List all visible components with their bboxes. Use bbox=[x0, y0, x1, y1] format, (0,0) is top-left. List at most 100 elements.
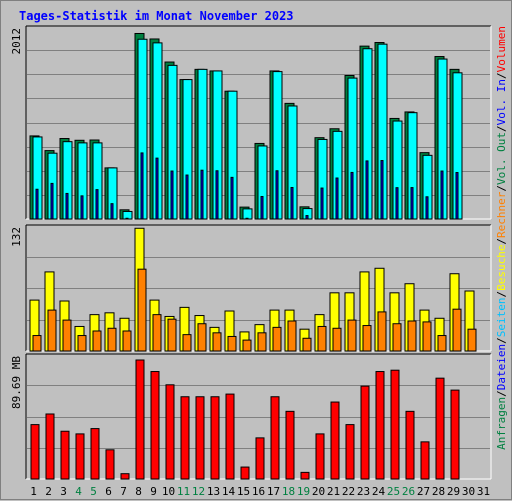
day-label-7: 7 bbox=[120, 485, 127, 498]
legend-item-4: Seiten bbox=[495, 298, 508, 338]
bottom-chart-max-label: 89.69 MB bbox=[10, 356, 23, 409]
volume-bar-day-29 bbox=[450, 389, 460, 480]
day-label-23: 23 bbox=[357, 485, 370, 498]
pages-bar-day-23 bbox=[365, 160, 369, 220]
volume-bar-day-22 bbox=[345, 424, 355, 480]
day-label-4: 4 bbox=[75, 485, 82, 498]
day-label-17: 17 bbox=[267, 485, 280, 498]
day-label-10: 10 bbox=[162, 485, 175, 498]
day-label-14: 14 bbox=[222, 485, 236, 498]
volume-bar-day-25 bbox=[390, 369, 400, 480]
volume-bar-day-6 bbox=[105, 449, 115, 480]
volume-bar-day-12 bbox=[195, 396, 205, 480]
pages-bar-day-15 bbox=[245, 217, 249, 220]
sites-bar-day-28 bbox=[437, 335, 447, 352]
day-label-31: 31 bbox=[477, 485, 490, 498]
volume-bar-day-10 bbox=[165, 384, 175, 480]
legend-item-8: Rechner bbox=[495, 191, 508, 238]
day-label-3: 3 bbox=[60, 485, 67, 498]
sites-bar-day-19 bbox=[302, 337, 312, 352]
day-label-22: 22 bbox=[342, 485, 355, 498]
day-label-5: 5 bbox=[90, 485, 97, 498]
pages-bar-day-22 bbox=[350, 171, 354, 220]
legend-item-14: Volumen bbox=[495, 26, 508, 72]
legend-item-13: / bbox=[495, 72, 508, 79]
day-label-11: 11 bbox=[177, 485, 190, 498]
day-label-25: 25 bbox=[387, 485, 400, 498]
pages-bar-day-8 bbox=[140, 152, 144, 220]
day-label-6: 6 bbox=[105, 485, 112, 498]
legend-item-2: Dateien bbox=[495, 344, 508, 390]
sites-bar-day-15 bbox=[242, 339, 252, 352]
legend-item-6: Besuche bbox=[495, 245, 508, 291]
sites-bar-day-21 bbox=[332, 327, 342, 352]
pages-bar-day-7 bbox=[125, 217, 129, 220]
day-label-26: 26 bbox=[402, 485, 415, 498]
day-label-13: 13 bbox=[207, 485, 220, 498]
pages-bar-day-27 bbox=[425, 196, 429, 220]
sites-bar-day-25 bbox=[392, 323, 402, 352]
sites-bar-day-7 bbox=[122, 330, 132, 352]
legend-item-5: / bbox=[495, 291, 508, 298]
pages-bar-day-28 bbox=[440, 170, 444, 220]
legend-item-11: / bbox=[495, 125, 508, 132]
volume-bar-day-20 bbox=[315, 433, 325, 480]
legend-item-9: / bbox=[495, 185, 508, 192]
sites-bar-day-18 bbox=[287, 320, 297, 352]
sites-bar-day-4 bbox=[77, 335, 87, 352]
sites-bar-day-11 bbox=[182, 334, 192, 352]
sites-bar-day-20 bbox=[317, 325, 327, 352]
sites-bar-day-1 bbox=[32, 335, 42, 352]
day-label-24: 24 bbox=[372, 485, 386, 498]
top-chart-max-label: 2012 bbox=[10, 28, 23, 55]
pages-bar-day-2 bbox=[50, 182, 54, 220]
pages-bar-day-13 bbox=[215, 170, 219, 220]
chart-title: Tages-Statistik im Monat November 2023 bbox=[19, 9, 294, 23]
day-label-19: 19 bbox=[297, 485, 310, 498]
pages-bar-day-9 bbox=[155, 157, 159, 220]
day-label-2: 2 bbox=[45, 485, 52, 498]
volume-bar-day-9 bbox=[150, 371, 160, 480]
day-label-28: 28 bbox=[432, 485, 445, 498]
volume-bar-day-18 bbox=[285, 410, 295, 480]
sites-bar-day-9 bbox=[152, 314, 162, 352]
sites-bar-day-12 bbox=[197, 323, 207, 352]
sites-bar-day-27 bbox=[422, 321, 432, 352]
pages-bar-day-11 bbox=[185, 174, 189, 220]
legend-item-0: Anfragen bbox=[495, 397, 508, 450]
pages-bar-day-20 bbox=[320, 187, 324, 220]
day-label-29: 29 bbox=[447, 485, 460, 498]
volume-bar-day-11 bbox=[180, 396, 190, 480]
volume-bar-day-8 bbox=[135, 359, 145, 480]
sites-bar-day-26 bbox=[407, 320, 417, 352]
volume-bar-day-7 bbox=[120, 473, 130, 480]
pages-bar-day-19 bbox=[305, 215, 309, 220]
pages-bar-day-12 bbox=[200, 169, 204, 220]
pages-bar-day-25 bbox=[395, 187, 399, 220]
volume-bar-day-16 bbox=[255, 437, 265, 480]
volume-bar-day-4 bbox=[75, 433, 85, 480]
volume-bar-day-3 bbox=[60, 430, 70, 480]
sites-bar-day-14 bbox=[227, 335, 237, 352]
volume-bar-day-1 bbox=[30, 424, 40, 480]
day-label-30: 30 bbox=[462, 485, 475, 498]
volume-bar-day-2 bbox=[45, 413, 55, 480]
pages-bar-day-4 bbox=[80, 195, 84, 220]
pages-bar-day-10 bbox=[170, 170, 174, 220]
volume-bar-day-13 bbox=[210, 396, 220, 480]
middle-chart-max-label: 132 bbox=[10, 227, 23, 247]
right-legend: Anfragen/Dateien/Seiten/Besuche/Rechner/… bbox=[495, 26, 508, 450]
volume-bar-day-28 bbox=[435, 377, 445, 480]
legend-item-3: / bbox=[495, 337, 508, 344]
sites-bar-day-2 bbox=[47, 309, 57, 352]
pages-bar-day-5 bbox=[95, 189, 99, 220]
volume-bar-day-19 bbox=[300, 471, 310, 480]
day-label-16: 16 bbox=[252, 485, 265, 498]
sites-bar-day-29 bbox=[452, 308, 462, 352]
pages-bar-day-6 bbox=[110, 203, 114, 220]
pages-bar-day-29 bbox=[455, 172, 459, 220]
day-label-27: 27 bbox=[417, 485, 430, 498]
volume-bar-day-24 bbox=[375, 371, 385, 480]
